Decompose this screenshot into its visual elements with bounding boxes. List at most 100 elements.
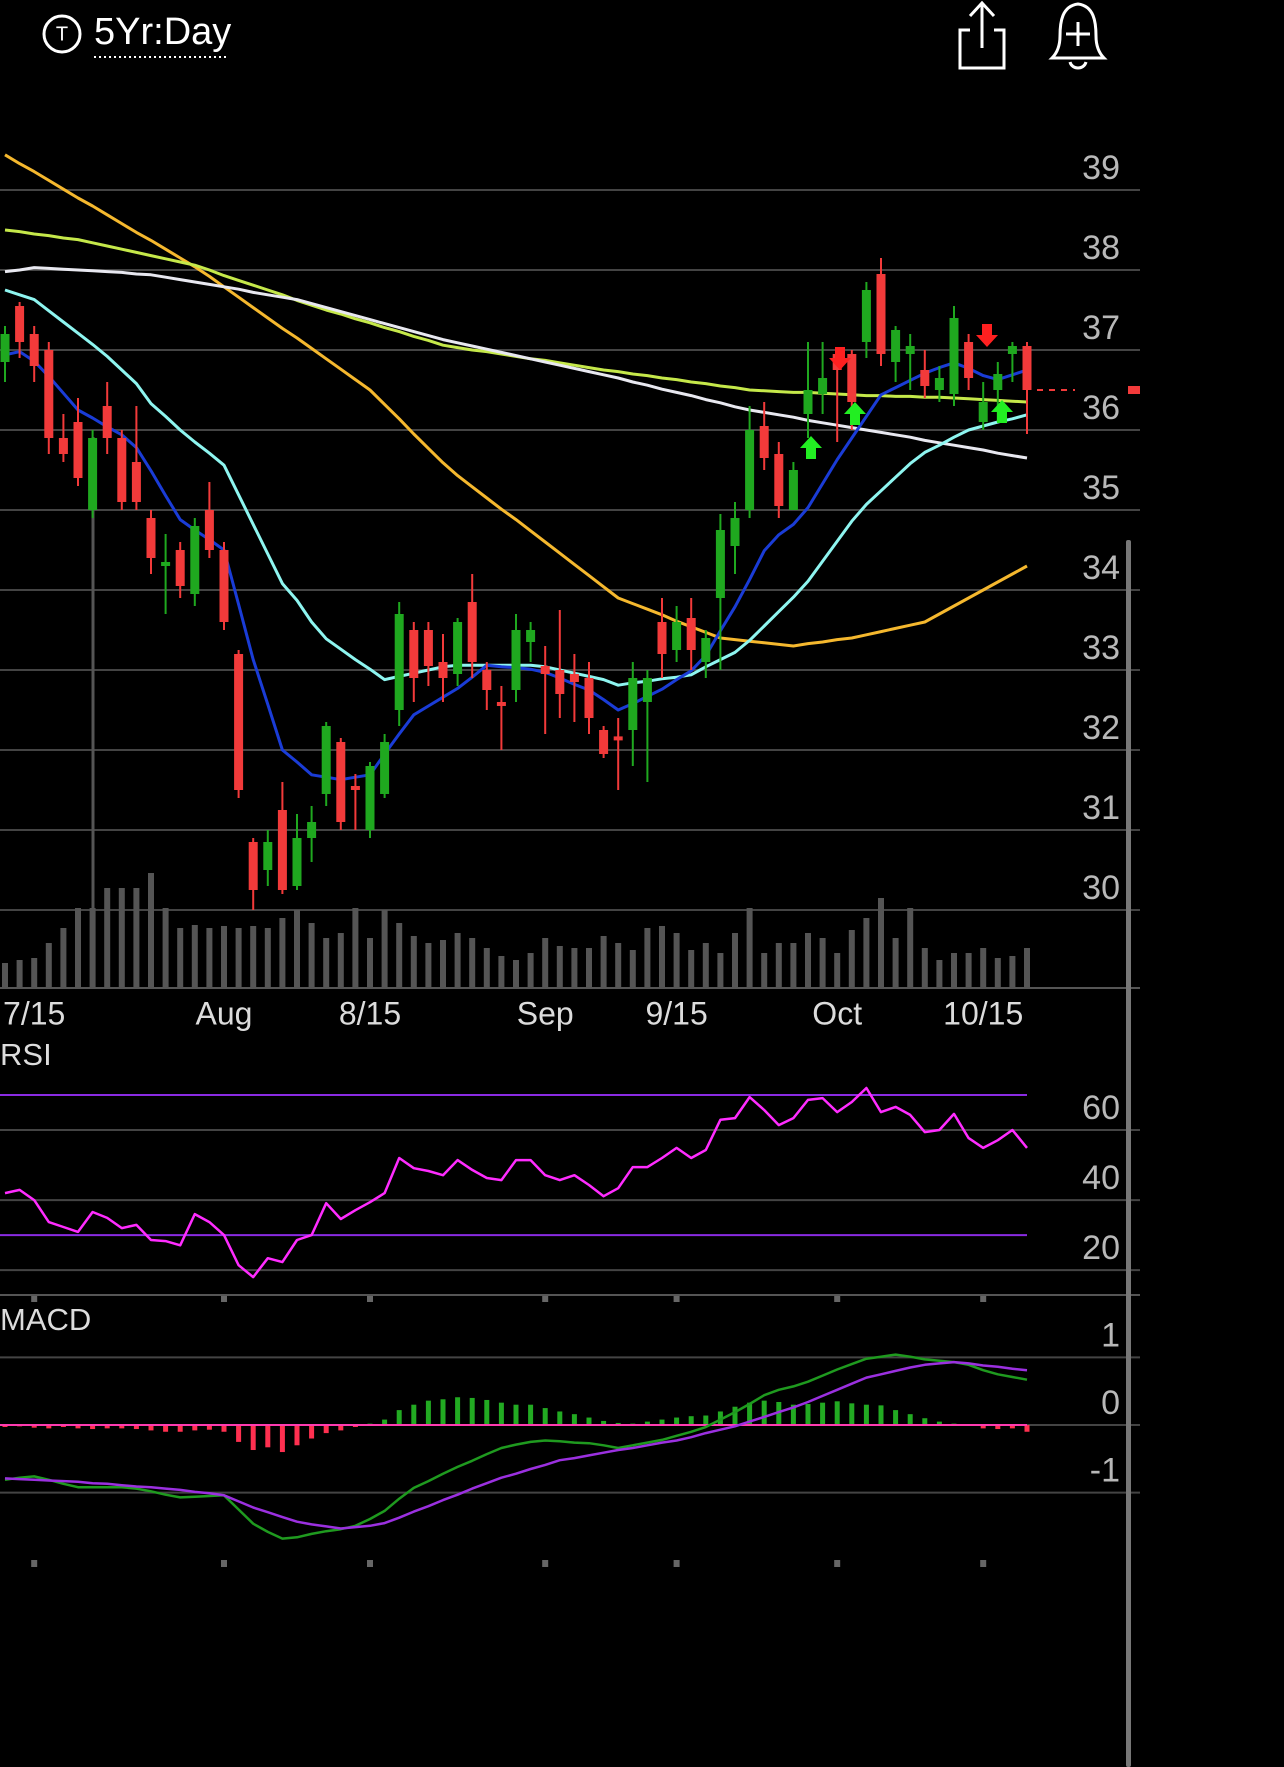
x-tick-mark [542, 1295, 549, 1302]
histogram-bar [644, 1421, 650, 1425]
volume-bar [323, 938, 330, 988]
candle-body [102, 406, 112, 438]
bell-plus [1066, 22, 1090, 46]
signal-arrows [800, 324, 1013, 459]
volume-bar [542, 938, 549, 988]
volume-bar [629, 950, 636, 988]
volume-bar [805, 933, 811, 988]
candle-body [350, 786, 360, 790]
volume-bar [396, 923, 403, 988]
candle-body [847, 354, 857, 402]
indicator-line [4, 350, 1028, 782]
candle-body [467, 602, 477, 662]
histogram-bar [849, 1403, 855, 1425]
x-tick-mark [834, 1560, 841, 1567]
volume-bar [177, 928, 184, 988]
volume-bar [863, 918, 870, 988]
indicator-line [4, 1086, 1028, 1279]
volume-bar [118, 888, 125, 988]
volume-bar [279, 918, 286, 988]
x-tick-mark [31, 1295, 38, 1302]
share-button[interactable] [958, 0, 1006, 70]
volume-bar [60, 928, 67, 988]
candle-body [861, 290, 871, 342]
volume-bar [1009, 956, 1016, 988]
histogram-bar [571, 1414, 577, 1425]
x-tick-mark [834, 1295, 841, 1302]
x-tick-mark [673, 1295, 680, 1302]
candle-body [818, 378, 828, 394]
volume-bar [586, 948, 592, 988]
volume-bar [688, 950, 695, 988]
rsi-title: RSI [0, 1037, 52, 1072]
alert-button[interactable] [1048, 2, 1108, 70]
candle-body [161, 562, 171, 566]
histogram-bar [659, 1419, 665, 1425]
volume-bar [571, 948, 578, 988]
candle-body [73, 422, 83, 478]
volume-bar [410, 936, 417, 988]
candle-body [745, 430, 755, 510]
histogram-bar [221, 1424, 227, 1432]
y-tick-label: -1 [1090, 1452, 1120, 1490]
scrollbar[interactable] [1126, 540, 1131, 1767]
y-tick-label: 40 [1082, 1159, 1120, 1197]
candle-body [526, 630, 536, 642]
candle-body [876, 274, 886, 354]
timeframe-selector[interactable]: 5Yr:Day [94, 11, 231, 53]
volume-bar [1024, 948, 1030, 988]
candle-body [146, 518, 156, 558]
candle-body [978, 402, 988, 422]
volume-bar [775, 943, 782, 988]
volume-bar [980, 948, 987, 988]
volume-bar [965, 953, 972, 988]
volume-bar [994, 958, 1001, 988]
volume-bar [659, 926, 665, 988]
histogram-bar [776, 1401, 782, 1425]
candle-layer [0, 258, 1140, 910]
buy-signal [991, 400, 1013, 423]
y-tick-label: 0 [1101, 1384, 1120, 1422]
histogram-bar [90, 1424, 96, 1430]
x-tick-mark [980, 1295, 987, 1302]
histogram-bar [513, 1404, 519, 1425]
volume-bar [673, 933, 680, 988]
y-tick-label: 34 [1082, 549, 1120, 587]
bell-clapper [1068, 61, 1088, 70]
x-tick-mark [542, 1560, 549, 1567]
volume-bar [221, 926, 227, 988]
histogram-bar [601, 1420, 607, 1425]
volume-bar [600, 936, 607, 988]
histogram-bar [133, 1424, 139, 1430]
indicator-line [4, 1353, 1028, 1540]
histogram-bar [455, 1397, 461, 1425]
volume-bar [498, 956, 505, 988]
candle-body [380, 742, 390, 794]
candle-body [321, 726, 331, 794]
candle-body [934, 378, 944, 390]
candle-body [482, 670, 492, 690]
volume-bar [104, 888, 111, 988]
x-tick-label: 10/15 [943, 995, 1023, 1031]
volume-bar [848, 930, 855, 988]
x-tick-label: Aug [196, 995, 253, 1031]
volume-bar [834, 953, 841, 988]
volume-bar [352, 908, 359, 988]
candle-body [628, 678, 638, 730]
histogram-bar [1009, 1424, 1015, 1429]
candle-body [44, 350, 54, 438]
y-tick-label: 35 [1082, 469, 1120, 507]
x-tick-mark [31, 1560, 38, 1567]
volume-bar [381, 910, 388, 988]
candle-body [438, 662, 448, 678]
histogram-bar [352, 1424, 358, 1428]
histogram-bar [528, 1404, 534, 1425]
label-layer: RSI MACD 30 31 32 33 34 35 36 37 38 39 7/15 Aug 8/15… [0, 149, 1120, 1490]
volume-bar [425, 943, 432, 988]
volume-bar [790, 943, 797, 988]
y-tick-label: 1 [1101, 1316, 1120, 1354]
symbol-button[interactable]: T [42, 14, 82, 54]
volume-bar [191, 925, 198, 988]
histogram-bar [893, 1410, 899, 1425]
